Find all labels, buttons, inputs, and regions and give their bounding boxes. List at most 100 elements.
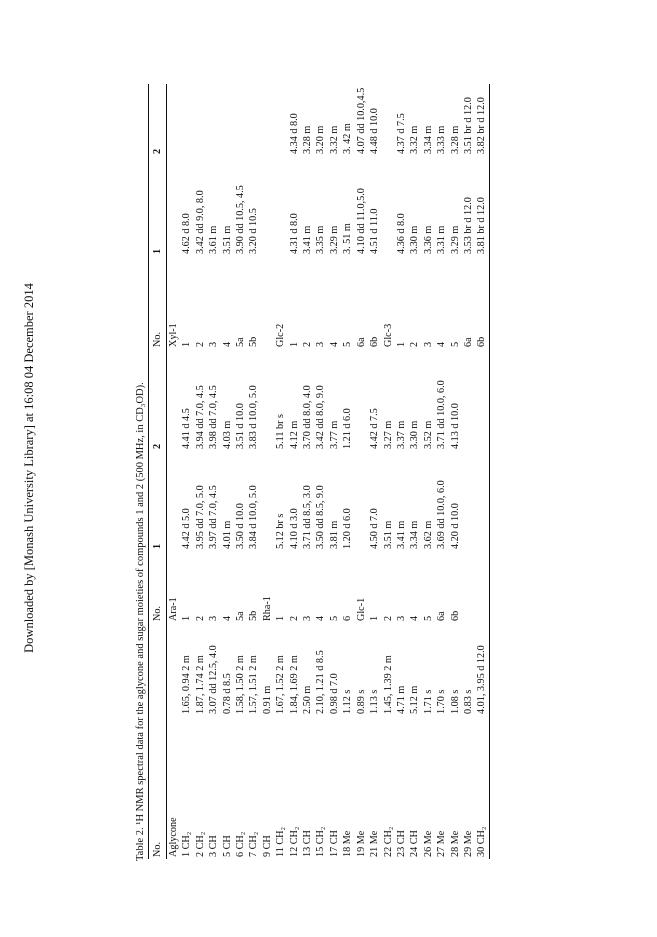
table-cell: 4	[409, 615, 421, 621]
table-cell: 3.69 dd 10.0, 6.0	[436, 480, 448, 549]
table-cell	[274, 84, 287, 156]
header-cell	[148, 623, 167, 716]
table-row: 15 CH₂ 2.10, 1.21 d 8.5 4 3.50 dd 8.5, 9.0 3…	[314, 84, 327, 859]
table-row: 27 Me 1.70 s 6a 3.69 dd 10.0, 6.0 3.71 dd 10…	[435, 84, 448, 859]
table-cell: 5	[328, 615, 340, 621]
table-cell	[167, 451, 181, 551]
table-cell: 0.89 s	[355, 689, 367, 714]
table-cell	[462, 551, 475, 623]
table-cell: 3.34 m	[409, 520, 421, 549]
table-cell: 3.82 br d 12.0	[475, 84, 490, 156]
table-cell: 2	[302, 341, 314, 347]
table-cell: 4.07 dd 10.0,4.5	[355, 87, 367, 154]
table-cell	[261, 349, 274, 451]
table-cell: 3.51 m	[382, 520, 394, 549]
table-cell: 4	[221, 615, 233, 621]
table-cell: 6b	[449, 610, 461, 621]
table-cell: 3.51 m	[221, 225, 233, 254]
table-cell: 1.57, 1.51 2 m	[248, 655, 260, 714]
table-cell: 5.12 m	[409, 685, 421, 714]
table-cell: 4.51 d 11.0	[369, 208, 381, 254]
table-cell: 28 Me	[449, 830, 461, 857]
table-cell: 4.01, 3.95 d 12.0	[475, 623, 490, 716]
table-cell	[462, 451, 475, 551]
table-cell: 3.36 m	[422, 225, 434, 254]
table-cell	[475, 451, 490, 551]
table-cell: 1.12 s	[342, 689, 354, 714]
table-cell	[475, 551, 490, 623]
table-caption: Table 2. ¹H NMR spectral data for the ag…	[135, 382, 146, 861]
table-cell: 3.20 d 10.5	[248, 208, 260, 254]
table-cell: 6a	[462, 337, 474, 347]
table-row: 2 CH₂ 1.87, 1.74 2 m 2 3.95 dd 7.0, 5.0 3.94…	[194, 84, 207, 859]
table-cell: Ara-1	[168, 597, 179, 621]
table-cell: 3.71 dd 10.0, 6.0	[436, 380, 448, 449]
table-cell: 3.35 m	[315, 225, 327, 254]
table-cell: 5	[449, 341, 461, 347]
header-cell: No.	[148, 716, 167, 859]
table-cell: 3.41 m	[302, 225, 314, 254]
table-row: 23 CH 4.71 m 3 3.41 m 3.37 m 1 4.36 d 8.0 4.37 …	[395, 84, 408, 859]
table-cell: Glc-3	[382, 323, 394, 347]
rotated-page: Table 2. ¹H NMR spectral data for the ag…	[134, 81, 510, 861]
table-cell: 1 CH₂	[181, 831, 193, 857]
table-cell: 4.10 d 3.0	[288, 508, 300, 549]
table-cell: 1.21 d 6.0	[342, 408, 354, 449]
table-cell: 1	[395, 341, 407, 347]
table-cell: 1	[181, 341, 193, 347]
header-cell: No.	[148, 551, 167, 623]
table-row: 9 CH 0.91 m Rha-1	[261, 84, 274, 859]
table-cell: 3	[315, 341, 327, 347]
table-cell: 3.30 m	[409, 225, 421, 254]
table-cell: 3.32 m	[328, 125, 340, 154]
table-cell	[167, 156, 181, 256]
table-cell: 3.90 dd 10.5, 4.5	[235, 185, 247, 254]
table-cell: 3.29 m	[449, 225, 461, 254]
table-row: 1 CH₂ 1.65, 0.94 2 m 1 4.42 d 5.0 4.41 d 4.5…	[180, 84, 193, 859]
table-cell: 5	[422, 615, 434, 621]
table-cell: 4.41 d 4.5	[181, 408, 193, 449]
table-row: 30 CH₂ 4.01, 3.95 d 12.0 6b 3.81 br d 12.0 3…	[475, 84, 490, 859]
table-cell: 3.31 m	[436, 225, 448, 254]
table-cell: 4.36 d 8.0	[395, 213, 407, 254]
table-row: Aglycone Ara-1 Xyl-1	[167, 84, 181, 859]
table-cell: 2	[194, 615, 206, 621]
header-cell: 1	[148, 451, 167, 551]
table-cell	[261, 451, 274, 551]
table-row: 17 CH 0.98 d 7.0 5 3.81 m 3.77 m 4 3.29 m 3.32 …	[328, 84, 341, 859]
table-cell: 3.98 dd 7.0, 4.5	[208, 385, 220, 449]
table-cell: 29 Me	[462, 830, 474, 857]
table-cell: 6 CH₂	[235, 831, 247, 857]
table-cell: 2	[194, 341, 206, 347]
table-cell: 2 CH₂	[194, 831, 206, 857]
table-cell: 3.83 d 10.0, 5.0	[248, 385, 260, 449]
table-cell	[274, 156, 287, 256]
table-row: 21 Me 1.13 s 1 4.50 d 7.0 4.42 d 7.5 6b 4.51 d…	[368, 84, 381, 859]
table-cell: 1.13 s	[369, 689, 381, 714]
table-cell: 3	[208, 615, 220, 621]
table-cell: Xyl-1	[168, 323, 179, 347]
table-cell	[261, 256, 274, 349]
table-cell: 1	[369, 615, 381, 621]
table-cell: 3.37 m	[395, 420, 407, 449]
table-cell: 1.67, 1.52 2 m	[275, 655, 287, 714]
table-cell: 2	[409, 341, 421, 347]
table-cell	[261, 156, 274, 256]
table-row: 11 CH₂ 1.67, 1.52 2 m 1 5.12 br s 5.11 br s G…	[274, 84, 287, 859]
table-cell	[207, 84, 220, 156]
table-cell: 0.98 d 7.0	[328, 673, 340, 714]
table-cell	[167, 623, 181, 716]
table-cell: 12 CH₂	[288, 826, 300, 857]
table-cell: 3.71 dd 8.5, 3.0	[302, 485, 314, 549]
table-row: 18 Me 1.12 s 6 1.20 d 6.0 1.21 d 6.0 5 3. 51 m…	[341, 84, 354, 859]
table-cell: 6a	[436, 611, 448, 621]
table-cell: 3.32 m	[409, 125, 421, 154]
table-row: 29 Me 0.83 s 6a 3.53 br d 12.0 3.51 br d 12.…	[462, 84, 475, 859]
table-cell: 4.62 d 8.0	[181, 213, 193, 254]
table-cell: 4.37 d 7.5	[395, 113, 407, 154]
table-cell: 4.71 m	[395, 685, 407, 714]
header-cell: 2	[148, 349, 167, 451]
table-cell: 19 Me	[355, 830, 367, 857]
table-cell: 3.81 m	[328, 520, 340, 549]
table-cell: 5a	[235, 337, 247, 347]
